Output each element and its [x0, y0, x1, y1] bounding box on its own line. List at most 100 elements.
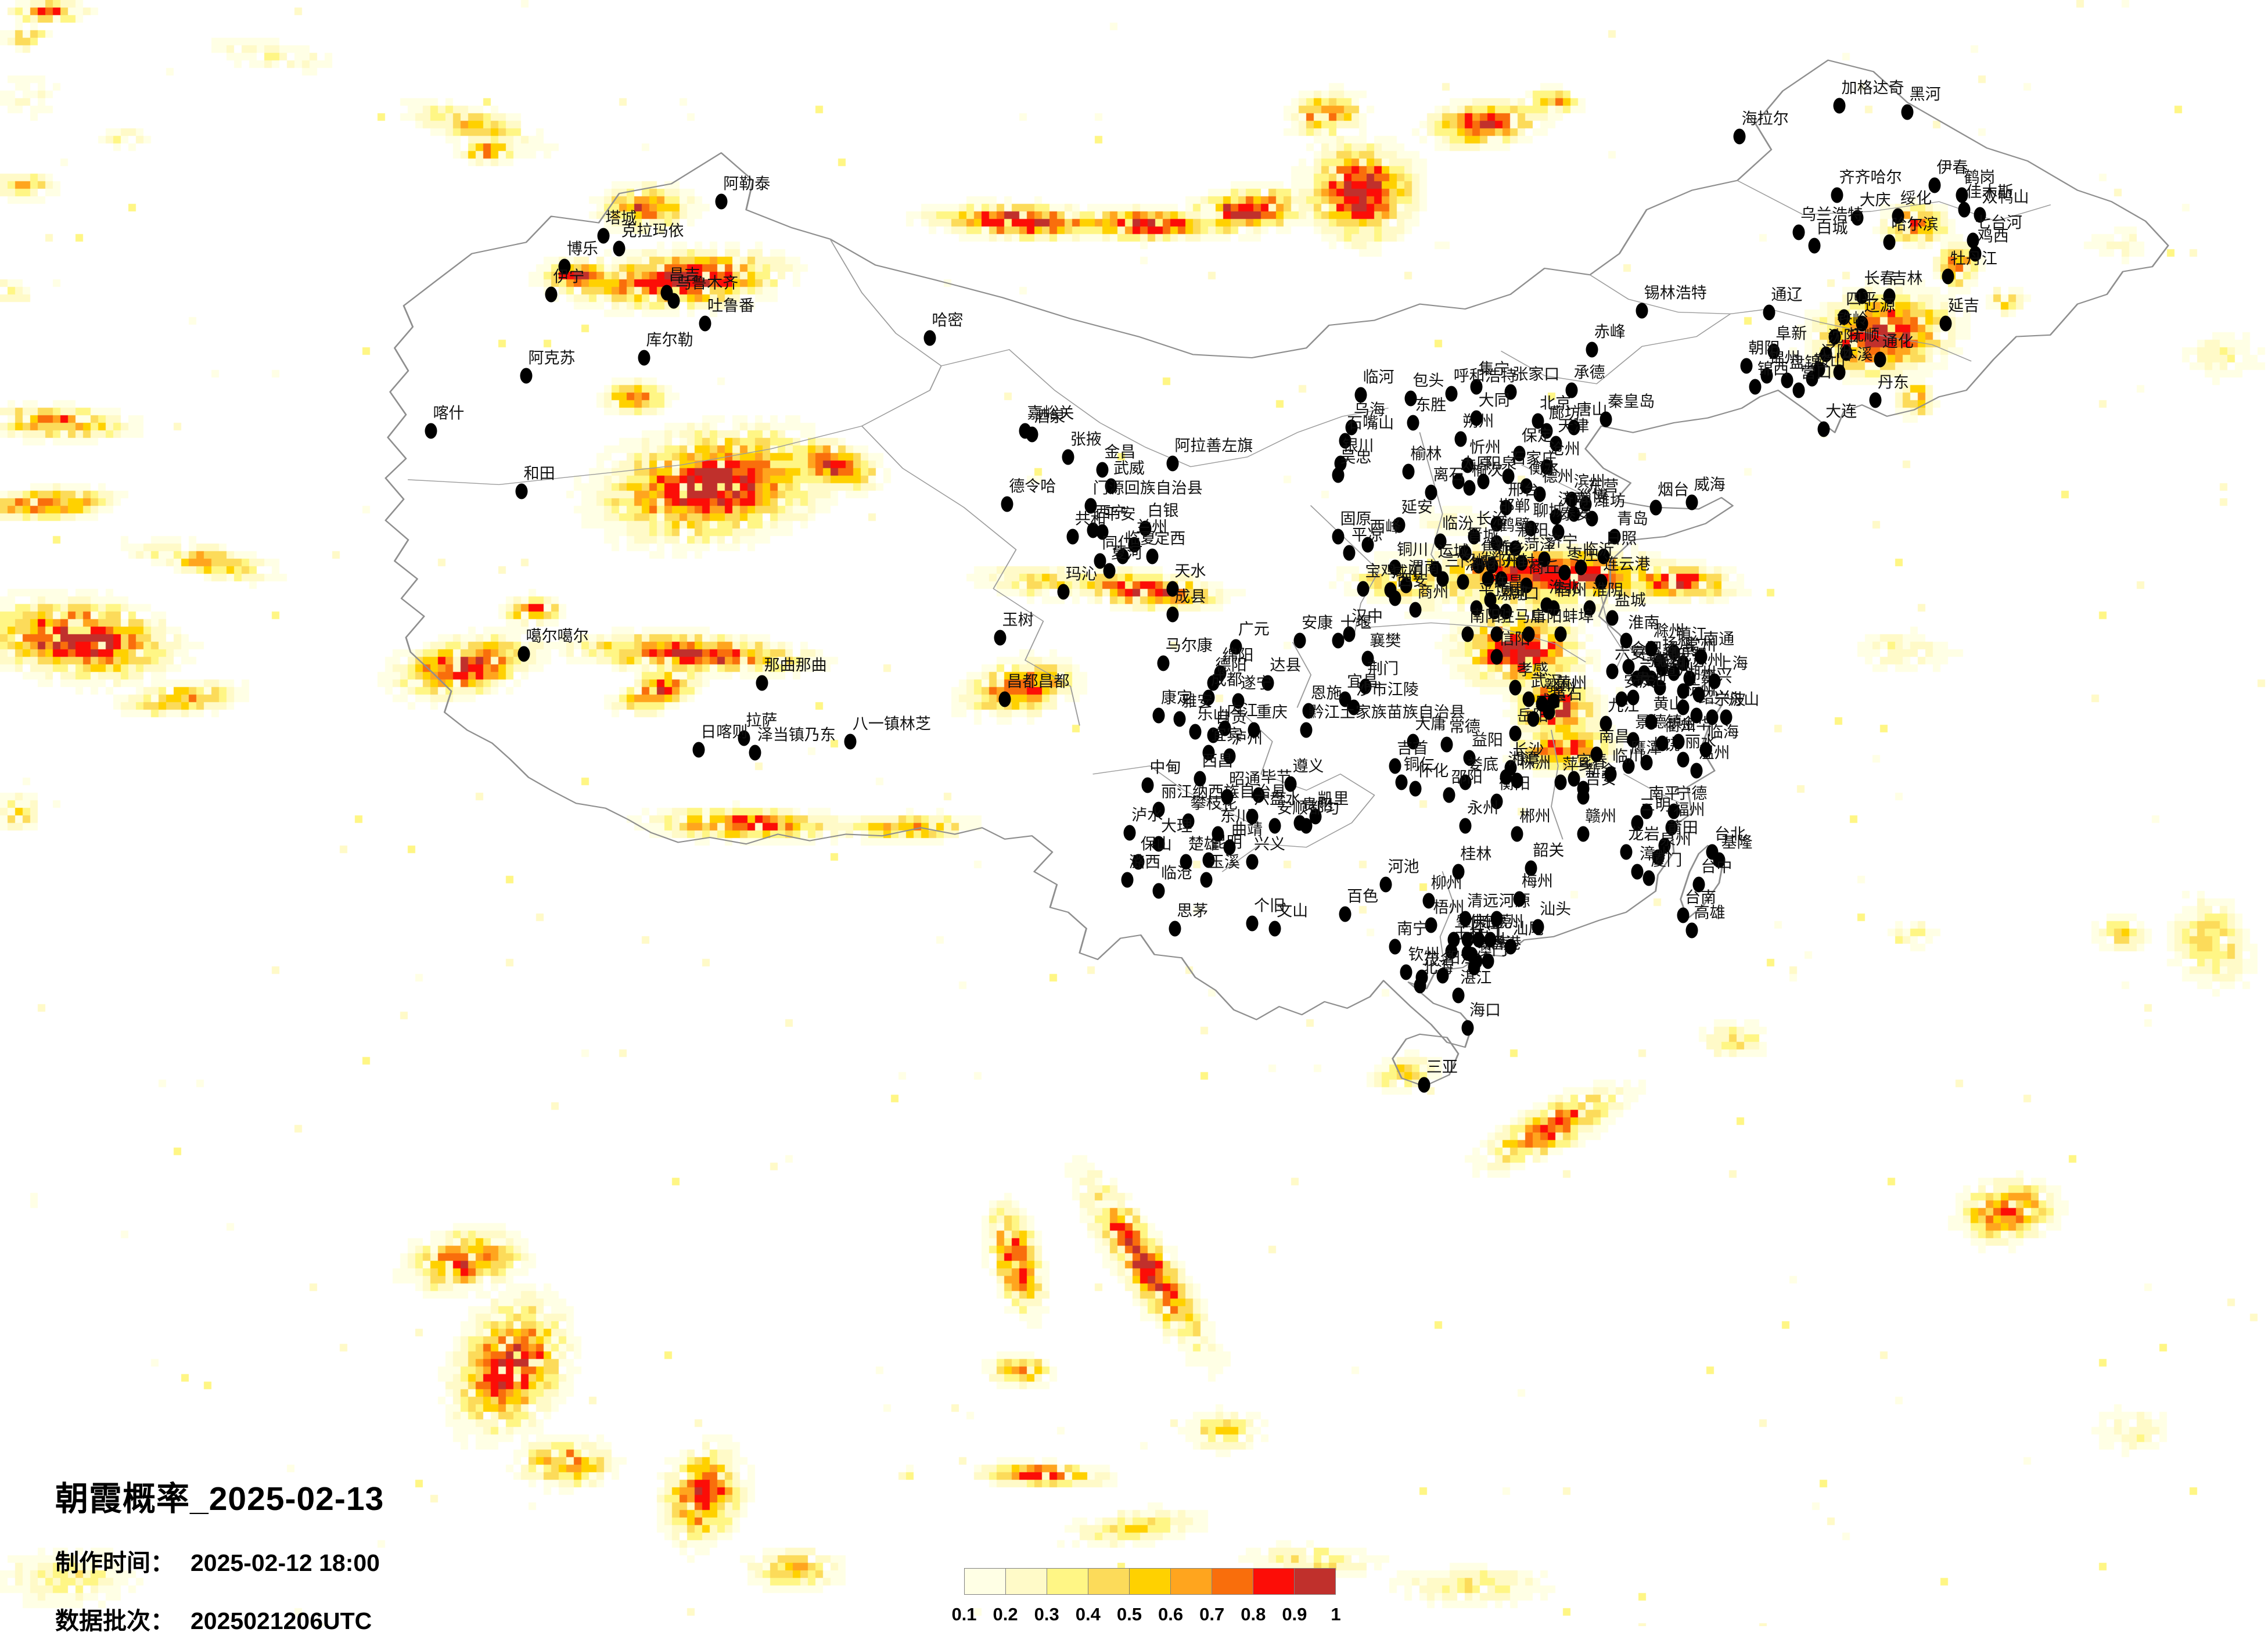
legend-swatch: [965, 1569, 1006, 1594]
city: 湘潭: [1500, 752, 1539, 785]
city-label: 常德: [1448, 718, 1480, 736]
city-marker-dot: [1713, 852, 1726, 868]
city-label: 锦州: [1769, 349, 1800, 367]
city-label: 保山: [1140, 835, 1172, 853]
legend-tick-label: 0.5: [1116, 1604, 1142, 1624]
city: 嘉兴: [1692, 669, 1732, 703]
city-label: 和田: [523, 465, 555, 483]
city: 曲靖: [1223, 822, 1263, 855]
city-marker-dot: [1767, 343, 1780, 359]
city-marker-dot: [1395, 774, 1408, 790]
city-label: 都匀: [1308, 799, 1340, 817]
city-marker-dot: [1645, 714, 1658, 730]
city: 湛江: [1452, 970, 1491, 1004]
city-label: 兴义: [1254, 835, 1286, 853]
city-marker-dot: [1672, 733, 1685, 750]
city-label: 思茅: [1177, 902, 1209, 920]
city: 雅安: [1173, 693, 1213, 727]
city: 南宁: [1389, 921, 1428, 955]
city-marker-dot: [1656, 735, 1669, 752]
city-label: 广元: [1238, 620, 1270, 638]
city-label: 许昌: [1492, 573, 1524, 591]
city-marker-dot: [1343, 626, 1356, 642]
city-marker-dot: [1733, 128, 1746, 145]
city: 淄博: [1568, 488, 1608, 522]
city-marker-dot: [517, 646, 530, 662]
city-label: 泸水: [1131, 806, 1163, 824]
city-label: 内江: [1227, 702, 1259, 720]
city: 伊春: [1928, 160, 1968, 193]
city-label: 喀什: [433, 404, 465, 422]
city: 乌海: [1345, 402, 1385, 436]
city: 绵阳: [1214, 648, 1253, 681]
city-label: 定西: [1154, 530, 1186, 548]
city: 德令哈: [1001, 479, 1056, 512]
city: 白银: [1139, 503, 1179, 537]
city-label: 景德镇: [1635, 713, 1683, 731]
city-marker-dot: [1389, 758, 1401, 774]
city-marker-dot: [1379, 876, 1392, 893]
city: 舟山: [1720, 692, 1759, 725]
city: 滁州: [1645, 623, 1684, 657]
city-marker-dot: [1166, 455, 1179, 472]
legend-swatch: [1047, 1569, 1088, 1594]
city-label: 蚌埠: [1562, 607, 1594, 625]
city-label: 梅州: [1521, 872, 1553, 890]
city-label: 集宁: [1478, 360, 1510, 378]
city-marker-dot: [1246, 915, 1259, 932]
city: 黄山: [1645, 696, 1684, 730]
city: 唐山: [1568, 402, 1608, 436]
city-label: 衡水: [1528, 459, 1560, 477]
city: 临海: [1699, 724, 1739, 758]
city-marker-dot: [1470, 410, 1483, 426]
city-label: 固原: [1340, 510, 1372, 528]
city: 保山: [1132, 836, 1172, 870]
city-marker-dot: [1622, 659, 1635, 675]
city-marker-dot: [1223, 839, 1235, 855]
city: 玛沁: [1057, 566, 1097, 600]
batch-value: 2025021206UTC: [191, 1608, 372, 1634]
city: 潞西: [1121, 854, 1160, 888]
city: 临汾: [1434, 516, 1473, 549]
city-marker-dot: [1504, 939, 1517, 955]
city-label: 潍坊: [1594, 492, 1626, 510]
city: 温州: [1690, 745, 1730, 779]
city: 梧州: [1425, 900, 1465, 933]
city-marker-dot: [1538, 551, 1551, 567]
city-marker-dot: [1261, 675, 1274, 691]
city-label: 绵阳: [1222, 646, 1254, 664]
city-label: 临河: [1363, 368, 1394, 386]
city-label: 海拉尔: [1741, 110, 1789, 128]
city: 烟台: [1649, 482, 1689, 516]
city: 平安: [1096, 506, 1135, 540]
city: 门源回族自治县: [1084, 480, 1203, 514]
city-marker-dot: [1677, 655, 1689, 671]
city-marker-dot: [545, 286, 558, 303]
city-marker-dot: [1640, 803, 1653, 819]
city-label: 铁岭: [1836, 310, 1868, 328]
city: 信阳: [1490, 631, 1530, 665]
city-label: 酒泉: [1034, 408, 1066, 426]
city-marker-dot: [1223, 748, 1235, 764]
city: 东川: [1212, 808, 1251, 842]
city: 漳州: [1631, 846, 1671, 880]
city: 赣州: [1577, 808, 1616, 842]
city-label: 拉萨: [746, 711, 778, 729]
city: 六盘水: [1246, 791, 1301, 825]
city-label: 德阳: [1215, 656, 1247, 674]
city-label: 郑州: [1490, 552, 1522, 570]
city: 昌吉: [660, 267, 700, 301]
city: 绍兴: [1690, 690, 1730, 724]
city: 肇庆: [1447, 914, 1487, 948]
city-label: 牡丹江: [1950, 250, 1997, 268]
city: 东营: [1579, 479, 1619, 512]
city-label: 库尔勒: [646, 331, 693, 349]
city-label: 晋城: [1467, 526, 1499, 544]
city-marker-dot: [1608, 528, 1621, 545]
city-marker-dot: [1740, 358, 1753, 374]
city-marker-dot: [1105, 478, 1117, 494]
city-label: 鹤壁: [1498, 516, 1530, 534]
city: 百色: [1339, 889, 1378, 922]
city-label: 天津: [1558, 417, 1590, 435]
city: 宿州: [1547, 583, 1587, 616]
